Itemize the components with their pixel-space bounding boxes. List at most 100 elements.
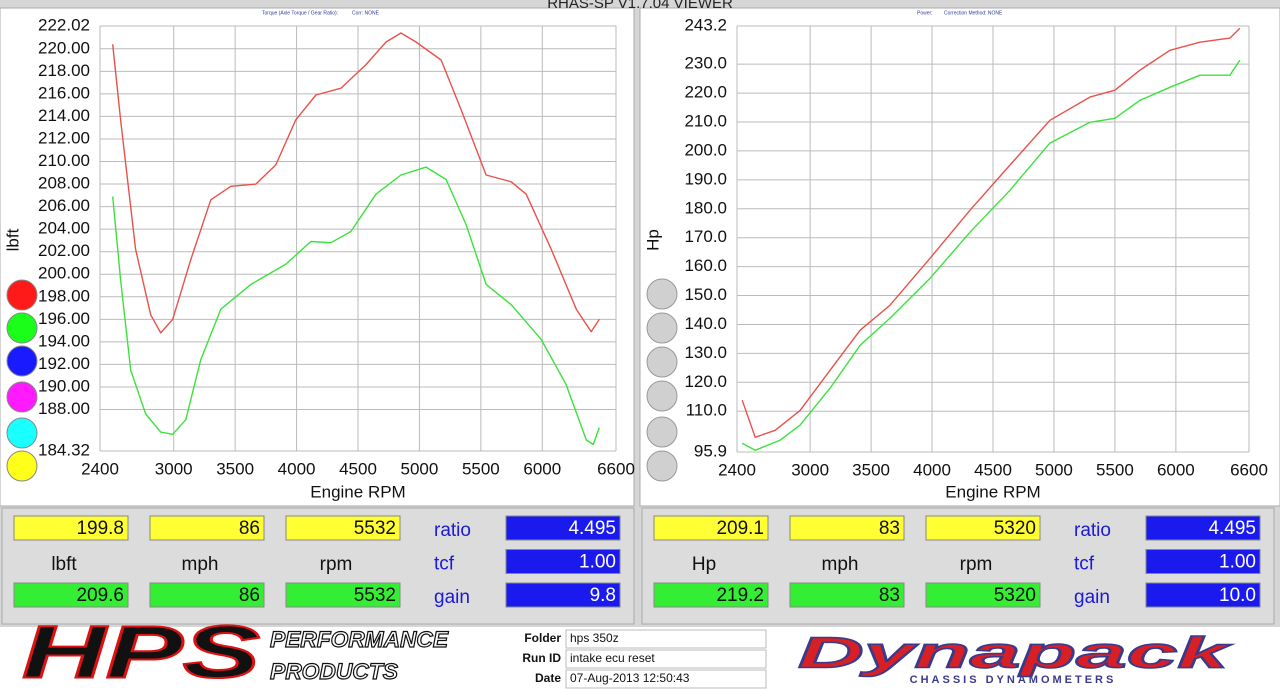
run-selectors [6,278,678,482]
run-dot[interactable] [6,279,38,311]
run1-value: 83 [879,518,900,539]
run2-box [789,582,905,608]
y-tick-label: 200.00 [38,264,90,283]
x-tick-label: 5500 [462,459,500,478]
right-corr: Correction Method: NONE [944,10,1003,16]
factor-label: gain [434,587,470,608]
factor-value: 10.0 [1219,585,1256,606]
y-tick-label: 190.0 [684,169,727,188]
x-axis-title: Engine RPM [945,482,1040,501]
factor-label: tcf [1074,554,1095,575]
unit-label: rpm [320,554,353,575]
x-tick-label: 6000 [1157,460,1195,479]
y-tick-label: 204.00 [38,219,90,238]
run-line [112,32,600,334]
app-title: RHAS-SP V1.7.04 VIEWER [547,0,733,12]
y-tick-label: 230.0 [684,54,727,73]
factor-label: ratio [434,520,471,541]
run-dot[interactable] [646,346,678,378]
run2-value: 83 [879,585,900,606]
y-tick-label: 202.00 [38,241,90,260]
right-note: Power: [917,10,933,16]
x-tick-label: 4000 [913,460,951,479]
footer: HPS PERFORMANCE PRODUCTS Dynapack CHASSI… [21,610,1234,689]
x-tick-label: 3500 [216,459,254,478]
hps-logo: HPS [22,611,260,689]
y-tick-label: 208.00 [38,174,90,193]
factor-label: ratio [1074,520,1111,541]
run2-box [285,582,401,608]
y-tick-label: 218.00 [38,61,90,80]
x-tick-label: 6000 [523,459,561,478]
y-tick-label: 198.00 [38,286,90,305]
y-tick-label: 140.0 [684,314,727,333]
y-tick-label: 200.0 [684,140,727,159]
run-dot[interactable] [646,380,678,412]
x-tick-label: 3000 [791,460,829,479]
factor-value: 1.00 [579,552,616,573]
run-dot[interactable] [6,450,38,482]
run2-box [653,582,769,608]
field-label: Run ID [522,651,561,665]
run-dot[interactable] [6,345,38,377]
factor-value: 4.495 [568,518,616,539]
left-corr: Corr: NONE [352,10,380,16]
y-tick-label: 130.0 [684,343,727,362]
field-value: hps 350z [570,631,619,645]
factor-box [1145,582,1261,608]
unit-label: mph [822,554,859,575]
y-tick-label: 190.00 [38,376,90,395]
run-dot[interactable] [646,312,678,344]
run2-value: 219.2 [716,585,764,606]
run1-box [925,515,1041,541]
left-panel [0,7,635,507]
field-value: intake ecu reset [570,651,655,665]
run-info: Folder hps 350z Run ID intake ecu reset Date… [522,629,767,689]
y-axis-title: lbft [3,228,22,251]
y-tick-label: 216.00 [38,83,90,102]
run1-box [789,515,905,541]
run-dot[interactable] [646,416,678,448]
dynapack-logo: Dynapack [798,629,1233,678]
x-tick-label: 5000 [1035,460,1073,479]
run-dot[interactable] [6,381,38,413]
run1-value: 86 [239,518,260,539]
run-dot[interactable] [6,312,38,344]
y-tick-label: 184.32 [38,440,90,459]
y-tick-label: 214.00 [38,106,90,125]
x-tick-label: 5000 [401,459,439,478]
y-tick-label: 196.00 [38,309,90,328]
field-label: Date [535,671,561,685]
run-dot[interactable] [6,417,38,449]
run2-box [925,582,1041,608]
y-tick-label: 180.0 [684,198,727,217]
x-tick-label: 6600 [1230,460,1268,479]
y-tick-label: 210.00 [38,151,90,170]
unit-label: mph [182,554,219,575]
dynapack-sub: CHASSIS DYNAMOMETERS [910,674,1117,686]
run-line [741,59,1241,451]
unit-label: Hp [692,554,716,575]
x-tick-label: 6600 [597,459,635,478]
y-tick-label: 220.00 [38,38,90,57]
factor-label: tcf [434,554,455,575]
y-tick-label: 210.0 [684,112,727,131]
y-tick-label: 120.0 [684,372,727,391]
hps-sub: PERFORMANCE [270,627,449,652]
left-note: Torque (Axle Torque / Gear Ratio): [262,10,338,16]
run1-value: 199.8 [76,518,124,539]
x-axis-title: Engine RPM [310,482,405,501]
hps-sub: PRODUCTS [270,659,398,684]
y-tick-label: 160.0 [684,256,727,275]
factor-label: gain [1074,587,1110,608]
run2-box [149,582,265,608]
right-panel [639,7,1280,507]
run-dot[interactable] [646,450,678,482]
x-tick-label: 3500 [852,460,890,479]
x-tick-label: 3000 [155,459,193,478]
x-tick-label: 5500 [1096,460,1134,479]
run-dot[interactable] [646,278,678,310]
field-box [565,669,767,689]
factor-box [505,515,621,541]
